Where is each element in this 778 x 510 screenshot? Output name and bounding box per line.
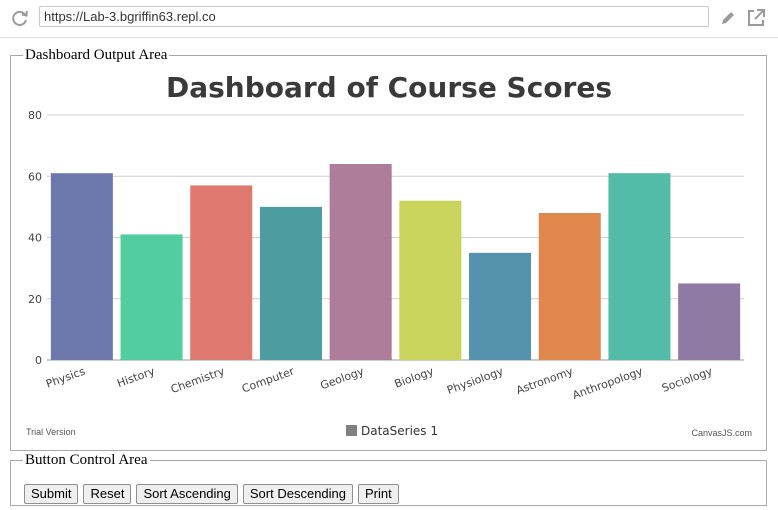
chart-title: Dashboard of Course Scores <box>166 71 612 104</box>
reset-button[interactable]: Reset <box>83 484 132 504</box>
bar-anthropology[interactable] <box>608 173 671 360</box>
y-tick-label: 80 <box>28 109 42 122</box>
bar-chemistry[interactable] <box>190 185 253 360</box>
print-button[interactable]: Print <box>358 484 399 504</box>
reload-icon[interactable] <box>10 8 30 28</box>
x-tick-label: History <box>115 364 157 390</box>
trial-version-label: Trial Version <box>26 427 76 437</box>
pencil-icon[interactable] <box>719 9 737 27</box>
y-tick-label: 20 <box>28 293 42 306</box>
bar-physics[interactable] <box>50 173 113 360</box>
bar-computer[interactable] <box>259 206 322 360</box>
legend-label: DataSeries 1 <box>361 424 438 438</box>
bar-history[interactable] <box>120 234 183 360</box>
canvasjs-credit[interactable]: CanvasJS.com <box>691 428 752 438</box>
legend-marker <box>346 425 357 436</box>
sort-ascending-button[interactable]: Sort Ascending <box>136 484 238 504</box>
x-tick-label: Physics <box>44 365 87 391</box>
button-control-area: Button Control Area Submit Reset Sort As… <box>10 452 767 506</box>
bar-sociology[interactable] <box>678 283 741 360</box>
x-tick-label: Chemistry <box>169 364 227 396</box>
submit-button[interactable]: Submit <box>24 484 79 504</box>
y-tick-label: 60 <box>28 170 42 183</box>
course-scores-chart: Dashboard of Course Scores 0 20 40 60 80 Phy… <box>26 71 752 438</box>
bar-astronomy[interactable] <box>538 213 601 360</box>
x-tick-label: Computer <box>240 364 296 395</box>
dashboard-output-area: Dashboard Output Area <box>10 47 767 451</box>
browser-toolbar: https://Lab-3.bgriffin63.repl.co <box>0 0 778 38</box>
y-tick-label: 0 <box>35 354 42 367</box>
sort-descending-button[interactable]: Sort Descending <box>242 484 354 504</box>
bar-geology[interactable] <box>329 164 392 360</box>
x-tick-label: Sociology <box>660 364 715 394</box>
dashboard-legend: Dashboard Output Area <box>25 47 168 63</box>
x-tick-label: Anthropology <box>571 364 645 402</box>
x-tick-label: Physiology <box>445 364 505 397</box>
controls-legend: Button Control Area <box>25 452 148 468</box>
button-row: Submit Reset Sort Ascending Sort Descend… <box>24 484 400 504</box>
url-field[interactable]: https://Lab-3.bgriffin63.repl.co <box>39 6 709 27</box>
x-tick-label: Astronomy <box>514 364 575 397</box>
x-tick-label: Biology <box>393 364 436 390</box>
x-tick-label: Geology <box>319 364 366 392</box>
y-tick-label: 40 <box>28 232 42 245</box>
bar-physiology[interactable] <box>469 252 532 360</box>
bar-biology[interactable] <box>399 200 462 360</box>
open-external-icon[interactable] <box>745 7 767 29</box>
